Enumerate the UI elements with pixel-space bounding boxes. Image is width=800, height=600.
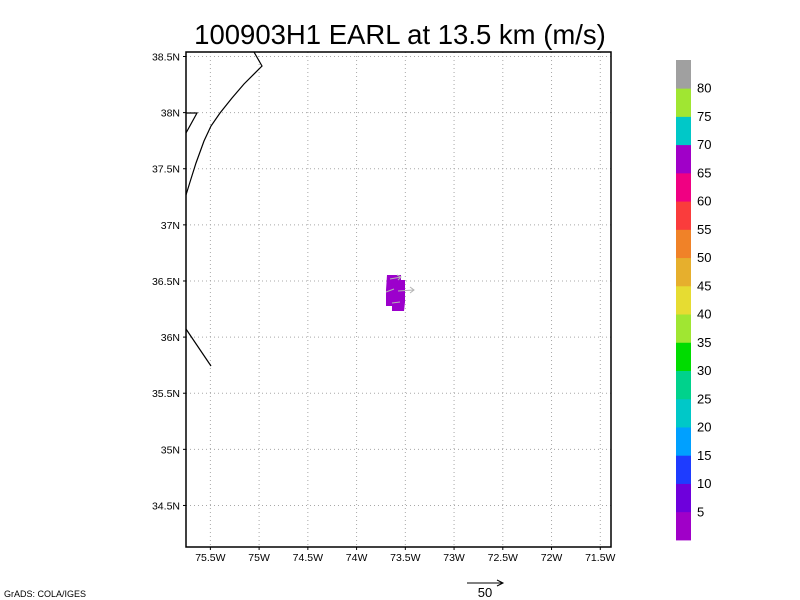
colorbar-level-label: 10: [697, 476, 711, 491]
lat-tick-label: 35.5N: [152, 388, 180, 400]
colorbar-level-label: 5: [697, 504, 704, 519]
colorbar-band: [676, 455, 691, 484]
lon-tick-label: 75W: [248, 552, 270, 564]
vector-reference-arrow: [467, 579, 505, 587]
colorbar-band: [676, 60, 691, 89]
wind-vector: [385, 288, 395, 293]
wind-vector: [397, 286, 415, 294]
colorbar-level-label: 75: [697, 109, 711, 124]
lat-tick-label: 37.5N: [152, 164, 180, 176]
lat-tick-label: 36N: [161, 332, 180, 344]
colorbar-band: [676, 483, 691, 513]
colorbar-level-label: 60: [697, 194, 711, 209]
lon-tick-label: 72W: [541, 552, 563, 564]
coastline: [185, 112, 199, 134]
credit-text: GrADS: COLA/IGES: [4, 589, 86, 599]
wind-speed-shading: [386, 275, 405, 311]
lat-tick-label: 38N: [161, 108, 180, 120]
colorbar-band: [676, 229, 691, 259]
lon-tick-label: 72.5W: [488, 552, 518, 564]
colorbar-level-label: 70: [697, 137, 711, 152]
colorbar-level-label: 65: [697, 165, 711, 180]
wind-vector: [391, 301, 401, 304]
wind-vectors: [385, 274, 415, 304]
colorbar-band: [676, 116, 691, 146]
lat-tick-label: 37N: [161, 220, 180, 232]
vector-reference: 50: [467, 579, 505, 600]
vector-reference-label: 50: [478, 585, 492, 600]
lon-tick-label: 71.5W: [585, 552, 615, 564]
colorbar-level-label: 55: [697, 222, 711, 237]
colorbar-band: [676, 342, 691, 371]
colorbar-band: [676, 427, 691, 456]
coastline-group: [185, 51, 263, 367]
lat-tick-label: 35N: [161, 444, 180, 456]
lon-tick-label: 73.5W: [390, 552, 420, 564]
lon-tick-label: 74W: [346, 552, 368, 564]
colorbar-band: [676, 370, 691, 400]
lon-tick-label: 73W: [443, 552, 465, 564]
lat-tick-label: 34.5N: [152, 500, 180, 512]
axis-labels: 38.5N 38N 37.5N 37N 36.5N 36N 35.5N 35N 34.5N 75.…: [152, 51, 616, 564]
colorbar-band: [676, 88, 691, 117]
colorbar-band: [676, 398, 691, 428]
colorbar-level-label: 35: [697, 335, 711, 350]
colorbar-level-label: 20: [697, 420, 711, 435]
colorbar-level-label: 25: [697, 391, 711, 406]
colorbar-band: [676, 201, 691, 230]
wind-speed-shading-group: [386, 275, 405, 311]
colorbar-level-label: 45: [697, 278, 711, 293]
coastline: [185, 328, 212, 367]
colorbar-band: [676, 172, 691, 202]
colorbar-band: [676, 314, 691, 343]
coastline: [185, 51, 263, 196]
plot-title: 100903H1 EARL at 13.5 km (m/s): [194, 19, 606, 50]
lon-tick-label: 74.5W: [293, 552, 323, 564]
map-frame: [185, 51, 612, 548]
lat-tick-label: 38.5N: [152, 51, 180, 63]
colorbar-level-label: 30: [697, 363, 711, 378]
colorbar-level-label: 80: [697, 81, 711, 96]
colorbar-level-label: 40: [697, 307, 711, 322]
colorbar-band: [676, 257, 691, 287]
colorbar: 5 10 15 20 25 30 35 40 45 50 55 60 65 70 75 80: [676, 60, 711, 541]
colorbar-level-label: 15: [697, 448, 711, 463]
lat-tick-label: 36.5N: [152, 276, 180, 288]
grid-lines: [186, 52, 611, 547]
colorbar-band: [676, 511, 691, 541]
colorbar-band: [676, 285, 691, 315]
colorbar-band: [676, 144, 691, 174]
wind-vector: [389, 274, 402, 281]
lon-tick-label: 75.5W: [195, 552, 225, 564]
colorbar-level-label: 50: [697, 250, 711, 265]
